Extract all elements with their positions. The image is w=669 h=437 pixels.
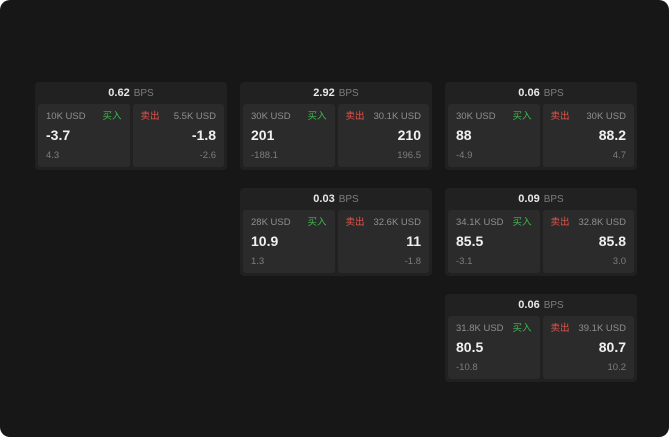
sell-price: -1.8 (191, 127, 216, 143)
quote-panels: 28K USD 买入 10.9 1.3 卖出 32.6K USD 11 -1.8 (240, 210, 432, 276)
buy-panel[interactable]: 30K USD 买入 88 -4.9 (448, 104, 540, 167)
spread-value: 0.09 (518, 193, 540, 205)
sell-size: 39.1K USD (578, 323, 626, 334)
sell-delta: 3.0 (612, 256, 626, 267)
spread-value: 0.06 (518, 87, 540, 99)
buy-size: 30K USD (251, 111, 291, 122)
sell-delta: -2.6 (199, 150, 216, 161)
quote-card: 0.62 BPS 10K USD 买入 -3.7 4.3 卖出 5.5K USD… (35, 82, 227, 170)
sell-size: 5.5K USD (173, 111, 216, 122)
buy-delta: -188.1 (251, 150, 278, 161)
buy-label: 买入 (512, 111, 532, 122)
sell-panel[interactable]: 卖出 30K USD 88.2 4.7 (542, 104, 634, 167)
buy-label: 买入 (512, 323, 532, 334)
buy-label: 买入 (307, 217, 327, 228)
sell-delta: 10.2 (607, 362, 627, 373)
sell-size: 30K USD (586, 111, 626, 122)
sell-panel[interactable]: 卖出 30.1K USD 210 196.5 (337, 104, 429, 167)
sell-panel[interactable]: 卖出 5.5K USD -1.8 -2.6 (132, 104, 224, 167)
buy-panel[interactable]: 10K USD 买入 -3.7 4.3 (38, 104, 130, 167)
buy-panel[interactable]: 30K USD 买入 201 -188.1 (243, 104, 335, 167)
sell-panel[interactable]: 卖出 32.8K USD 85.8 3.0 (542, 210, 634, 273)
sell-size: 32.6K USD (373, 217, 421, 228)
spread-unit: BPS (338, 193, 359, 205)
sell-size: 30.1K USD (373, 111, 421, 122)
quote-card: 0.03 BPS 28K USD 买入 10.9 1.3 卖出 32.6K US… (240, 188, 432, 276)
buy-price: 88 (456, 127, 472, 143)
buy-price: 10.9 (251, 233, 279, 249)
spread-value: 0.06 (518, 299, 540, 311)
spread-header: 0.06 BPS (445, 294, 637, 316)
buy-size: 10K USD (46, 111, 86, 122)
spread-value: 2.92 (313, 87, 335, 99)
buy-panel[interactable]: 34.1K USD 买入 85.5 -3.1 (448, 210, 540, 273)
sell-label: 卖出 (345, 217, 365, 228)
quote-card: 0.09 BPS 34.1K USD 买入 85.5 -3.1 卖出 32.8K… (445, 188, 637, 276)
spread-header: 2.92 BPS (240, 82, 432, 104)
buy-delta: -3.1 (456, 256, 473, 267)
sell-panel[interactable]: 卖出 32.6K USD 11 -1.8 (337, 210, 429, 273)
spread-header: 0.62 BPS (35, 82, 227, 104)
buy-size: 34.1K USD (456, 217, 504, 228)
sell-delta: 196.5 (397, 150, 421, 161)
sell-delta: 4.7 (612, 150, 626, 161)
sell-label: 卖出 (550, 217, 570, 228)
buy-panel[interactable]: 28K USD 买入 10.9 1.3 (243, 210, 335, 273)
quote-panels: 10K USD 买入 -3.7 4.3 卖出 5.5K USD -1.8 -2.… (35, 104, 227, 170)
spread-unit: BPS (133, 87, 154, 99)
quote-card: 2.92 BPS 30K USD 买入 201 -188.1 卖出 30.1K … (240, 82, 432, 170)
buy-label: 买入 (307, 111, 327, 122)
spread-header: 0.03 BPS (240, 188, 432, 210)
buy-delta: 1.3 (251, 256, 265, 267)
buy-delta: -4.9 (456, 150, 473, 161)
spread-header: 0.09 BPS (445, 188, 637, 210)
quote-card: 0.06 BPS 31.8K USD 买入 80.5 -10.8 卖出 39.1… (445, 294, 637, 382)
spread-unit: BPS (338, 87, 359, 99)
sell-price: 80.7 (598, 339, 626, 355)
spread-value: 0.62 (108, 87, 130, 99)
sell-panel[interactable]: 卖出 39.1K USD 80.7 10.2 (542, 316, 634, 379)
quote-panels: 31.8K USD 买入 80.5 -10.8 卖出 39.1K USD 80.… (445, 316, 637, 382)
buy-delta: 4.3 (46, 150, 60, 161)
spread-unit: BPS (543, 193, 564, 205)
buy-label: 买入 (102, 111, 122, 122)
buy-label: 买入 (512, 217, 532, 228)
quote-panels: 30K USD 买入 88 -4.9 卖出 30K USD 88.2 4.7 (445, 104, 637, 170)
sell-label: 卖出 (550, 111, 570, 122)
sell-price: 85.8 (598, 233, 626, 249)
quote-panels: 30K USD 买入 201 -188.1 卖出 30.1K USD 210 1… (240, 104, 432, 170)
spread-unit: BPS (543, 299, 564, 311)
sell-size: 32.8K USD (578, 217, 626, 228)
buy-price: 85.5 (456, 233, 484, 249)
quote-panels: 34.1K USD 买入 85.5 -3.1 卖出 32.8K USD 85.8… (445, 210, 637, 276)
sell-price: 210 (397, 127, 421, 143)
spread-header: 0.06 BPS (445, 82, 637, 104)
spread-unit: BPS (543, 87, 564, 99)
sell-price: 11 (406, 233, 421, 249)
sell-price: 88.2 (598, 127, 626, 143)
sell-label: 卖出 (140, 111, 160, 122)
buy-size: 30K USD (456, 111, 496, 122)
spread-value: 0.03 (313, 193, 335, 205)
sell-delta: -1.8 (404, 256, 421, 267)
buy-size: 31.8K USD (456, 323, 504, 334)
buy-delta: -10.8 (456, 362, 478, 373)
buy-size: 28K USD (251, 217, 291, 228)
buy-price: 201 (251, 127, 275, 143)
sell-label: 卖出 (345, 111, 365, 122)
buy-price: -3.7 (46, 127, 71, 143)
buy-price: 80.5 (456, 339, 484, 355)
buy-panel[interactable]: 31.8K USD 买入 80.5 -10.8 (448, 316, 540, 379)
sell-label: 卖出 (550, 323, 570, 334)
quote-card: 0.06 BPS 30K USD 买入 88 -4.9 卖出 30K USD 8… (445, 82, 637, 170)
